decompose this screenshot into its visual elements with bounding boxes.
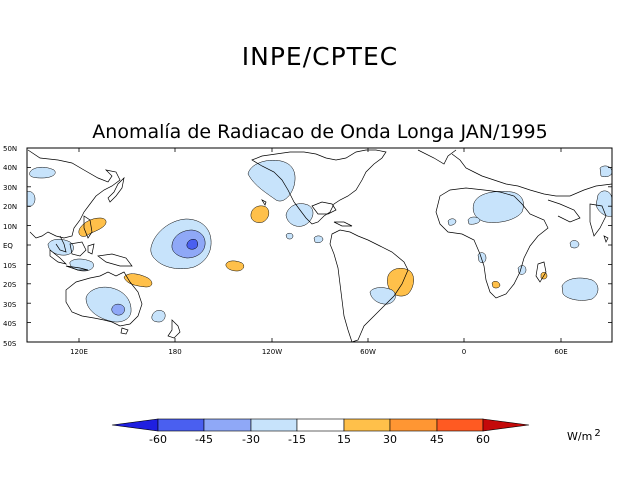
coast-new-guinea (97, 253, 133, 267)
coast-south-america (329, 229, 409, 343)
anomaly-sahara-neg (472, 191, 524, 223)
coast-africa (435, 187, 549, 299)
coast-malay (55, 235, 67, 253)
coast-arabia (547, 199, 581, 223)
lat-label-10s: 10S (3, 262, 17, 270)
anomaly-australia (85, 286, 132, 323)
colorbar-cell-4 (296, 418, 345, 432)
lat-label-eq: EQ (3, 242, 13, 250)
lon-label-0: 0 (461, 348, 467, 356)
lon-ticks (78, 148, 562, 342)
coast-philippines (83, 215, 93, 239)
colorbar-cell-6 (389, 418, 438, 432)
anomaly-north-pacific (247, 160, 296, 202)
agency-title: INPE/CPTEC (241, 42, 399, 71)
colorbar-label-m30: -30 (242, 433, 260, 446)
colorbar-label-m45: -45 (195, 433, 213, 446)
anomaly-south-indian (561, 277, 599, 301)
colorbar-label-45: 45 (430, 433, 444, 446)
lon-label-60e: 60E (554, 348, 568, 356)
anomaly-antilles-neg (285, 232, 294, 240)
anomaly-indonesia-neg (69, 258, 94, 272)
coast-sri-lanka (603, 235, 609, 243)
lat-label-50s: 50S (3, 340, 17, 348)
colorbar-label-30: 30 (383, 433, 397, 446)
anomaly-amazon-neg (313, 235, 324, 244)
colorbar-cell-5 (343, 418, 391, 432)
anomaly-horn-neg (467, 216, 481, 225)
coast-madagascar (535, 261, 547, 283)
lon-label-60w: 60W (360, 348, 376, 356)
coast-sumatra (49, 249, 68, 265)
unit-label: W/m 2 (567, 428, 601, 443)
anomaly-mexico-west (285, 203, 314, 227)
colorbar-label-60: 60 (476, 433, 490, 446)
coast-north-america (251, 149, 387, 225)
anomaly-brazil-south (369, 287, 396, 305)
anomaly-west-npac (29, 167, 56, 179)
colorbar-cell-3 (250, 418, 298, 432)
coast-greenland (417, 149, 457, 165)
lat-label-50n: 50N (3, 145, 18, 153)
lat-label-20n: 20N (3, 203, 18, 211)
coast-java (65, 265, 89, 271)
anomaly-coral-sea-pos (123, 273, 153, 288)
lon-label-120w: 120W (261, 348, 283, 356)
coast-japan (107, 176, 125, 203)
colorbar-high-tri (482, 418, 530, 432)
coast-tasmania (120, 327, 129, 335)
anomaly-nw-pacific-pos (250, 205, 270, 223)
anomaly-congo-neg (477, 252, 487, 263)
lat-label-30n: 30N (3, 184, 18, 192)
lat-label-10n: 10N (3, 223, 18, 231)
colorbar-cell-1 (157, 418, 205, 432)
coast-hawaii (261, 199, 267, 206)
coast-europe (451, 153, 613, 197)
lat-label-20s: 20S (3, 281, 17, 289)
anomaly-south-africa-pos (491, 281, 501, 289)
coastlines (27, 149, 613, 343)
anomaly-gulf-guinea-neg (447, 218, 457, 226)
coast-gulf-mexico (311, 201, 337, 215)
colorbar-low-tri (111, 418, 159, 432)
coast-new-zealand (167, 319, 181, 339)
colorbar-label-15: 15 (337, 433, 351, 446)
unit-text: W/m (567, 430, 593, 443)
lat-label-40s: 40S (3, 320, 17, 328)
anomaly-tasman-neg (151, 310, 166, 323)
anomaly-east-pacific-pos (225, 260, 245, 272)
map-title: Anomalía de Radiacao de Onda Longa JAN/1… (92, 121, 548, 143)
coast-australia (65, 271, 143, 327)
colorbar-label-m15: -15 (288, 433, 306, 446)
anomaly-brazil-ne (387, 268, 414, 297)
coast-borneo (69, 241, 87, 257)
anomaly-maritime-neg (47, 239, 74, 256)
colorbar-cell-7 (436, 418, 484, 432)
coast-india (589, 203, 607, 237)
anomaly-central-pacific-core (186, 238, 198, 250)
colorbar (111, 418, 530, 432)
lat-label-40n: 40N (3, 164, 18, 172)
coast-sulawesi (87, 243, 95, 255)
anomaly-fills (26, 160, 613, 323)
anomaly-australia-inner (111, 303, 125, 316)
anomaly-philippine-sea (78, 217, 107, 237)
anomaly-arabian-neg (26, 191, 36, 207)
lat-label-30s: 30S (3, 301, 17, 309)
lon-label-180: 180 (168, 348, 182, 356)
anomaly-equatorial-africa-neg (569, 240, 580, 249)
lon-label-120e: 120E (70, 348, 88, 356)
coast-east-asia (27, 149, 121, 239)
coast-cuba (333, 221, 353, 227)
anomaly-east-africa-neg (595, 190, 613, 217)
lat-ticks (27, 166, 612, 324)
colorbar-cell-2 (203, 418, 252, 432)
unit-exponent: 2 (594, 428, 601, 439)
colorbar-label-m60: -60 (149, 433, 167, 446)
